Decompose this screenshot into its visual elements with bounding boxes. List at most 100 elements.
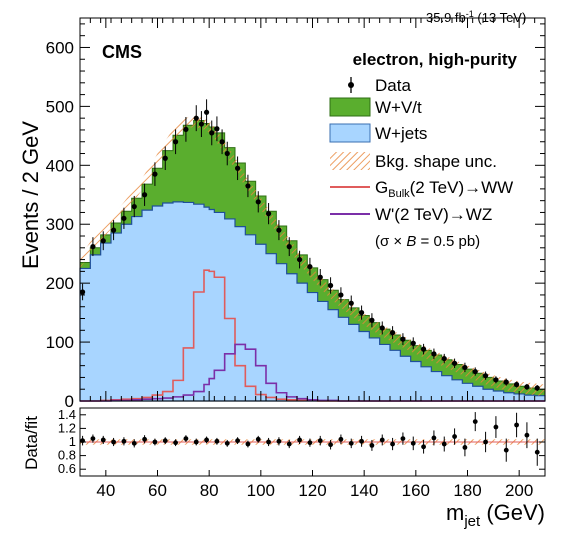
legend: Data W+V/t W+jets Bkg. shape unc. GBulk(… <box>329 76 513 250</box>
data-point <box>400 336 406 342</box>
ratio-point <box>255 436 261 442</box>
y-tick-label: 0 <box>65 392 74 411</box>
data-point <box>431 351 437 357</box>
wjets-area <box>79 201 546 402</box>
legend-wvt-entry: W+V/t <box>329 97 422 117</box>
data-point <box>276 227 282 233</box>
ratio-point <box>369 443 375 448</box>
ratio-point <box>503 447 509 453</box>
ratio-point <box>183 436 189 441</box>
ratio-point <box>410 440 416 446</box>
data-point <box>286 244 292 250</box>
ratio-point <box>286 441 292 447</box>
ratio-point <box>534 449 540 455</box>
y-tick-label: 300 <box>46 215 74 234</box>
ratio-point <box>152 439 158 445</box>
legend-unc-swatch <box>330 152 370 170</box>
ratio-point <box>276 438 282 444</box>
ratio-point <box>390 441 395 447</box>
data-point <box>296 256 303 263</box>
data-point <box>307 264 313 270</box>
legend-data-entry: Data <box>348 76 411 95</box>
data-point <box>358 310 365 316</box>
data-point <box>203 109 210 115</box>
ratio-point <box>111 439 116 445</box>
data-point <box>389 330 396 336</box>
data-point <box>172 139 179 145</box>
legend-wprime-entry: W'(2 TeV)→WZ <box>330 205 492 224</box>
data-point <box>327 282 334 289</box>
ratio-point <box>100 437 106 443</box>
legend-wvt-label: W+V/t <box>375 98 422 117</box>
ratio-y-tick-label: 0.8 <box>58 448 76 463</box>
y-tick-label: 500 <box>46 97 74 116</box>
data-point <box>214 126 220 132</box>
ratio-point <box>338 436 344 442</box>
data-point <box>338 292 344 298</box>
ratio-point <box>235 438 240 444</box>
ratio-point <box>483 439 488 445</box>
x-axis-title: mjet (GeV) <box>446 500 545 530</box>
data-point <box>265 211 272 217</box>
data-point <box>79 289 86 295</box>
ratio-point <box>514 422 519 428</box>
y-tick-label: 100 <box>46 333 74 352</box>
data-point <box>219 139 225 145</box>
data-point <box>121 215 127 221</box>
x-tick-label: 80 <box>200 481 219 500</box>
ratio-point <box>421 444 426 450</box>
legend-wvt-swatch <box>329 97 371 117</box>
data-point <box>141 192 148 198</box>
ratio-plot-layer: 40 60 80 100 120 140 160 180 200 0.60.811.21.4 <box>58 407 546 500</box>
data-point <box>420 346 427 352</box>
legend-xsec-note: (σ × B = 0.5 pb) <box>375 233 480 250</box>
data-point <box>209 130 215 136</box>
x-tick-label: 160 <box>402 481 430 500</box>
ratio-point <box>348 440 354 446</box>
data-point <box>131 203 137 210</box>
y-tick-label: 200 <box>46 274 74 293</box>
ratio-point <box>462 445 468 450</box>
data-point <box>317 274 323 280</box>
legend-unc-label: Bkg. shape unc. <box>375 152 497 171</box>
legend-unc-entry: Bkg. shape unc. <box>330 152 497 171</box>
ratio-point <box>441 441 447 447</box>
data-point <box>348 300 354 306</box>
y-tick-label: 400 <box>46 156 74 175</box>
ratio-point <box>328 442 333 448</box>
data-point <box>462 364 468 371</box>
legend-data-marker <box>348 82 354 88</box>
ratio-point <box>214 438 220 444</box>
ratio-point <box>297 437 302 443</box>
data-point <box>245 183 251 189</box>
data-point <box>513 381 520 388</box>
ratio-point <box>359 438 364 444</box>
ratio-point <box>162 438 168 444</box>
data-point <box>482 373 489 379</box>
ratio-point <box>307 440 313 446</box>
data-point <box>234 165 241 171</box>
data-point <box>100 238 106 244</box>
ratio-point <box>379 437 385 443</box>
ratio-point <box>90 436 96 441</box>
y-tick-label: 600 <box>46 38 74 57</box>
legend-wprime-label: W'(2 TeV)→WZ <box>375 205 492 224</box>
ratio-point <box>193 439 199 445</box>
data-point <box>534 385 540 391</box>
legend-wjets-label: W+jets <box>375 124 427 143</box>
ratio-point <box>472 419 478 424</box>
ratio-y-tick-label: 1.4 <box>58 407 76 422</box>
y-axis-title: Events / 2 GeV <box>18 121 43 269</box>
ratio-point <box>173 440 178 446</box>
ratio-point <box>400 436 406 441</box>
data-point <box>451 360 458 366</box>
x-tick-label: 140 <box>350 481 378 500</box>
ratio-point <box>431 435 437 441</box>
data-points-layer <box>79 99 540 391</box>
data-point <box>110 227 117 233</box>
ratio-point <box>121 438 127 444</box>
data-point <box>379 325 385 331</box>
ratio-point <box>452 434 457 439</box>
legend-wjets-entry: W+jets <box>329 123 427 143</box>
